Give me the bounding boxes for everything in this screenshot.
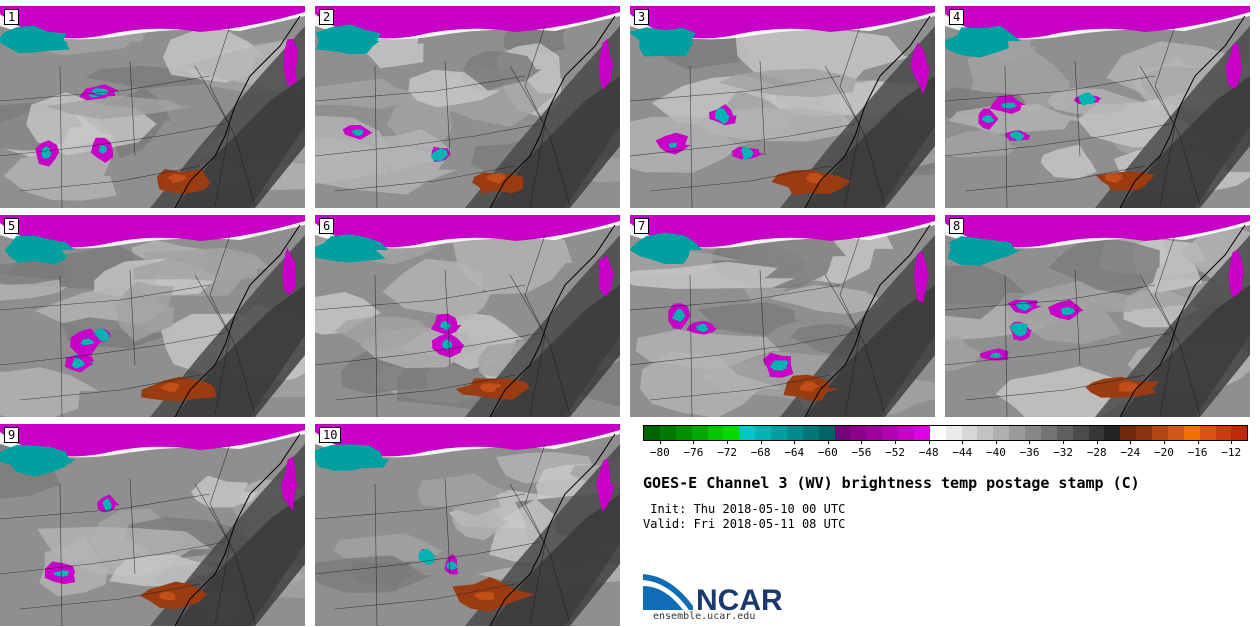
colorbar-swatch: [707, 426, 724, 440]
colorbar-swatch: [1072, 426, 1089, 440]
colorbar-swatch: [834, 426, 851, 440]
colorbar-swatch: [818, 426, 835, 440]
map-panel: 1: [0, 6, 305, 208]
wv-image: [315, 424, 620, 626]
colorbar-swatch: [993, 426, 1010, 440]
map-panel: 8: [945, 215, 1250, 417]
panel-number: 7: [634, 218, 650, 234]
colorbar-tick-label: −44: [952, 440, 973, 459]
colorbar-swatch: [659, 426, 676, 440]
colorbar-swatch: [691, 426, 708, 440]
colorbar-tick-label: −28: [1086, 440, 1107, 459]
map-panel: 6: [315, 215, 620, 417]
colorbar-tick-label: −68: [750, 440, 771, 459]
logo-url: ensemble.ucar.edu: [653, 611, 756, 622]
colorbar-tick-label: −16: [1187, 440, 1208, 459]
colorbar-swatch: [898, 426, 914, 440]
colorbar-swatch: [755, 426, 771, 440]
colorbar-tick-label: −56: [851, 440, 872, 459]
colorbar-tick-label: −72: [717, 440, 737, 459]
colorbar-tick-label: −24: [1120, 440, 1141, 459]
colorbar-swatch: [1025, 426, 1041, 440]
colorbar-swatch: [945, 426, 962, 440]
figure-title: GOES-E Channel 3 (WV) brightness temp po…: [643, 474, 1140, 492]
map-panel: 2: [315, 6, 620, 208]
colorbar-swatch: [723, 426, 740, 440]
colorbar-swatch: [1167, 426, 1184, 440]
colorbar-swatch: [850, 426, 867, 440]
colorbar-ticks: −80 −76 −72 −68 −64 −60 −56 −52 −48 −44 −40 −36 −32−…: [643, 440, 1248, 459]
map-panel: 3: [630, 6, 935, 208]
colorbar-swatch: [1104, 426, 1121, 440]
map-panel: 9: [0, 424, 305, 626]
panel-number: 9: [4, 427, 20, 443]
init-time: Init: Thu 2018-05-10 00 UTC: [643, 502, 846, 516]
colorbar-swatch: [644, 426, 660, 440]
map-panel: 10: [315, 424, 620, 626]
wv-image: [630, 215, 935, 417]
colorbar-swatch: [786, 426, 803, 440]
colorbar-tick-label: −76: [683, 440, 704, 459]
colorbar-swatch: [961, 426, 978, 440]
colorbar-swatch: [1152, 426, 1168, 440]
colorbar-tick-label: −80: [649, 440, 670, 459]
colorbar-swatch: [771, 426, 787, 440]
color-legend: −80 −76 −72 −68 −64 −60 −56 −52 −48 −44 −40 −36 −32−…: [643, 425, 1248, 459]
colorbar-swatch: [802, 426, 819, 440]
wv-image: [315, 215, 620, 417]
colorbar-swatch: [1183, 426, 1200, 440]
colorbar-tick-label: −40: [985, 440, 1006, 459]
wv-image: [0, 6, 305, 208]
panel-number: 4: [949, 9, 965, 25]
wv-image: [0, 215, 305, 417]
panel-number: 1: [4, 9, 20, 25]
panel-number: 3: [634, 9, 650, 25]
colorbar-swatch: [977, 426, 994, 440]
colorbar-swatch: [1056, 426, 1073, 440]
wv-image: [945, 215, 1250, 417]
map-panel: 5: [0, 215, 305, 417]
colorbar-swatch: [739, 426, 756, 440]
wv-image: [0, 424, 305, 626]
colorbar-tick-label: −48: [918, 440, 939, 459]
colorbar-swatch: [1088, 426, 1105, 440]
colorbar-tick-label: −36: [1019, 440, 1040, 459]
colorbar-tick-label: −12: [1221, 440, 1242, 459]
logo-wordmark: NCAR: [696, 584, 783, 617]
colorbar-swatch: [1215, 426, 1232, 440]
colorbar-swatch: [1120, 426, 1137, 440]
colorbar-tick-label: −64: [784, 440, 805, 459]
colorbar-swatch: [1199, 426, 1216, 440]
ncar-logo: NCAR: [643, 574, 783, 617]
colorbar-swatch: [866, 426, 883, 440]
colorbar-swatch: [913, 426, 930, 440]
map-panel: 7: [630, 215, 935, 417]
colorbar-swatch: [1040, 426, 1057, 440]
valid-time: Valid: Fri 2018-05-11 08 UTC: [643, 517, 846, 531]
colorbar-swatch: [1136, 426, 1152, 440]
colorbar-tick-label: −32: [1053, 440, 1074, 459]
panel-number: 6: [319, 218, 335, 234]
colorbar: [643, 425, 1248, 441]
colorbar-swatch: [929, 426, 946, 440]
panel-number: 5: [4, 218, 20, 234]
wv-image: [630, 6, 935, 208]
map-panel: 4: [945, 6, 1250, 208]
colorbar-swatch: [1231, 426, 1248, 440]
colorbar-tick-label: −52: [885, 440, 906, 459]
wv-image: [945, 6, 1250, 208]
panel-number: 10: [319, 427, 342, 443]
colorbar-swatch: [1009, 426, 1025, 440]
panel-number: 2: [319, 9, 335, 25]
colorbar-swatch: [882, 426, 898, 440]
colorbar-swatch: [675, 426, 692, 440]
wv-image: [315, 6, 620, 208]
panel-number: 8: [949, 218, 965, 234]
colorbar-tick-label: −60: [817, 440, 838, 459]
colorbar-tick-label: −20: [1154, 440, 1174, 459]
